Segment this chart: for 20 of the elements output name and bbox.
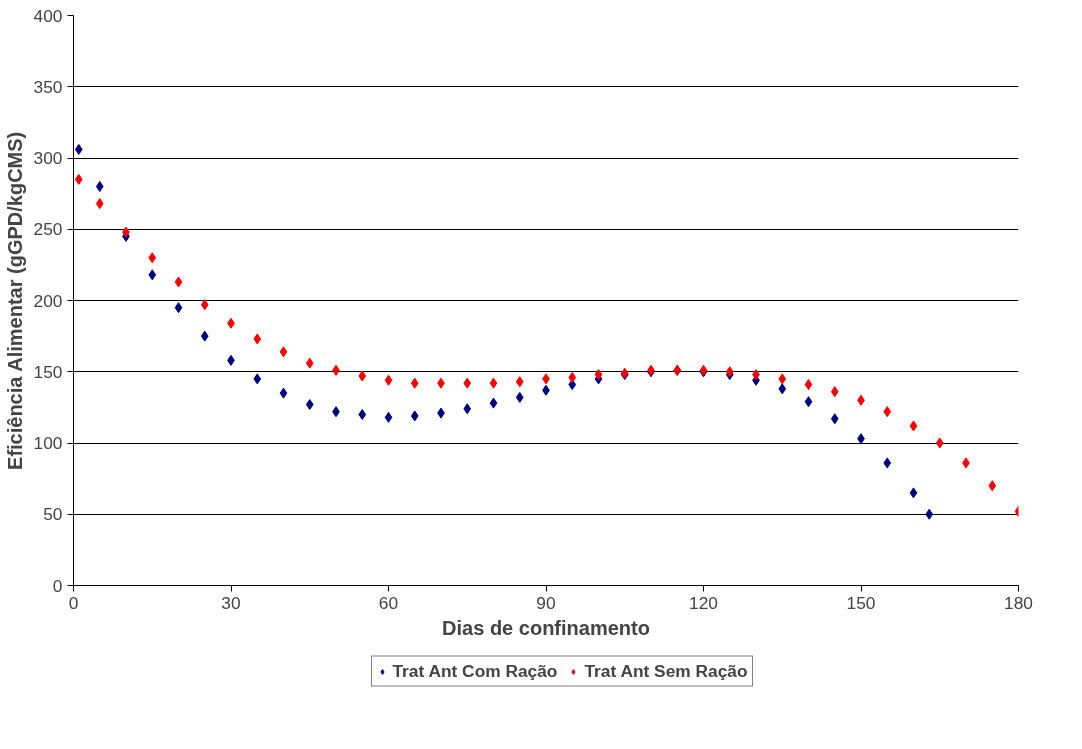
y-tick-label: 250 [33, 219, 63, 240]
x-tick-label: 60 [378, 592, 399, 613]
legend-label: Trat Ant Com Ração [392, 660, 558, 682]
x-tick-label: 30 [221, 592, 241, 613]
y-tick-label: 300 [33, 148, 63, 168]
y-tick-label: 0 [52, 575, 63, 596]
x-tick-label: 90 [536, 592, 556, 613]
y-tick-label: 400 [33, 5, 63, 26]
x-tick-label: 120 [689, 592, 718, 613]
x-tick-label: 0 [68, 592, 79, 613]
y-tick-label: 200 [33, 290, 63, 311]
x-tick-label: 180 [1004, 592, 1033, 613]
x-axis-title: Dias de confinamento [442, 616, 650, 639]
y-tick-label: 350 [33, 76, 63, 97]
x-tick-label: 150 [846, 592, 876, 613]
y-tick-label: 50 [43, 504, 63, 525]
y-tick-label: 150 [33, 361, 63, 382]
y-tick-label: 100 [33, 433, 63, 453]
legend-label: Trat Ant Sem Ração [584, 660, 748, 682]
y-axis-title: Eficiência Alimentar (gGPD/kgCMS) [3, 131, 26, 470]
